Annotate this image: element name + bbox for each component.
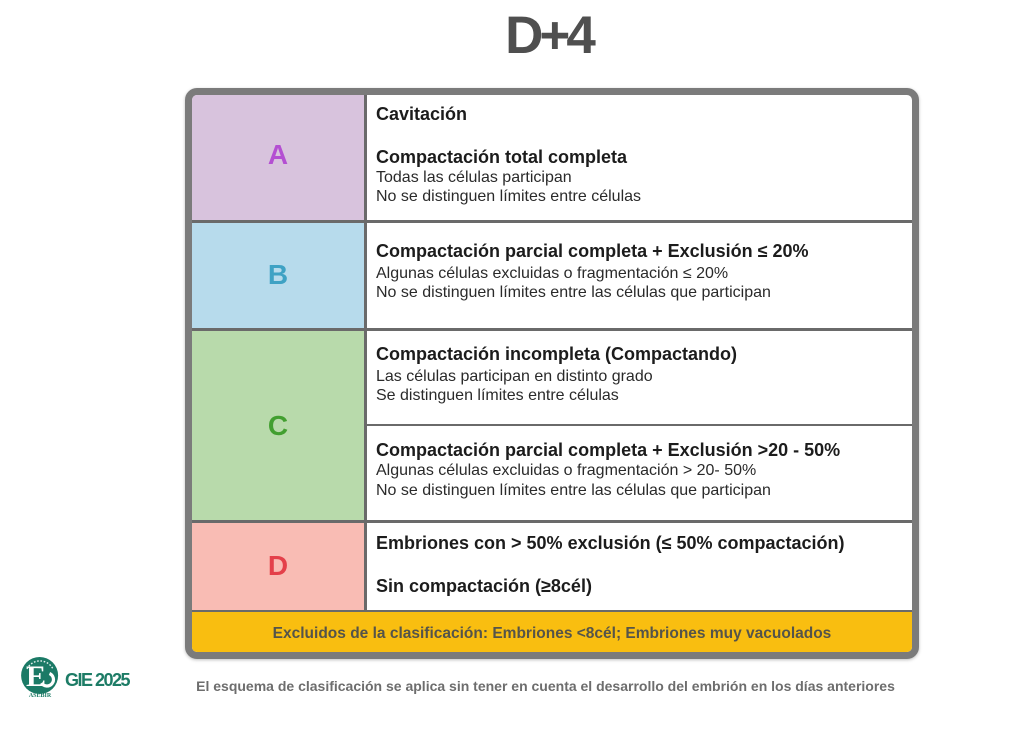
svg-text:E: E xyxy=(26,660,46,693)
